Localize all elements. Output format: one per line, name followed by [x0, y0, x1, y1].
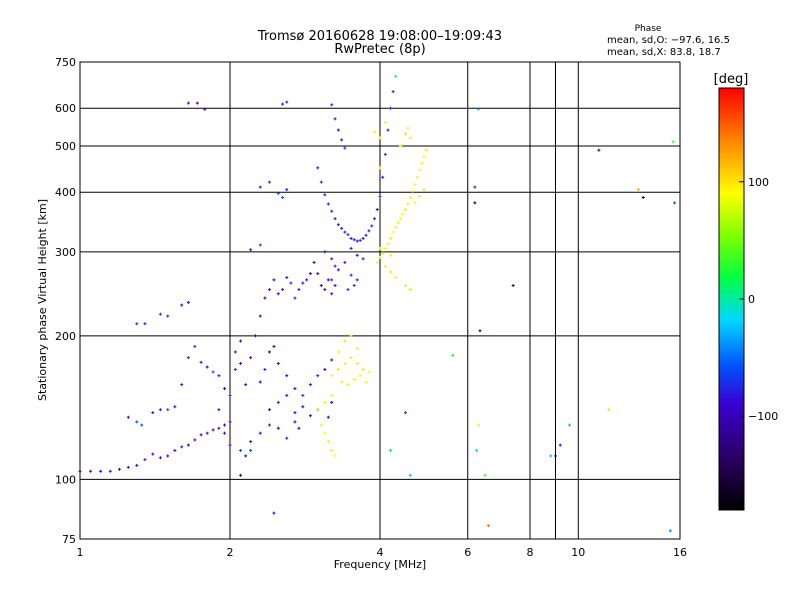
- chart-subtitle: RwPretec (8p): [334, 42, 425, 57]
- phase-stats-heading: Phase: [635, 24, 662, 34]
- y-tick-label: 75: [62, 533, 76, 546]
- x-tick-label: 4: [377, 546, 384, 559]
- y-axis-label: Stationary phase Virtual Height [km]: [36, 199, 49, 401]
- y-tick-label: 300: [55, 246, 76, 259]
- grid-layer: [80, 62, 680, 539]
- phase-stats-o: mean, sd,O: −97.6, 16.5: [607, 35, 730, 46]
- x-tick-label: 2: [227, 546, 234, 559]
- y-tick-label: 500: [55, 140, 76, 153]
- chart-title: Tromsø 20160628 19:08:00–19:09:43: [257, 29, 502, 44]
- colorbar-tick-label: 0: [748, 293, 755, 306]
- colorbar-tick-label: 100: [748, 176, 769, 189]
- y-tick-label: 100: [55, 473, 76, 486]
- axis-ticks: 1 2 4 6 8 10 16 75 100 200 300 400 500 600 750: [55, 56, 687, 559]
- colorbar-label: [deg]: [714, 72, 749, 87]
- points-layer: [78, 74, 677, 533]
- y-tick-label: 200: [55, 330, 76, 343]
- y-tick-label: 750: [55, 56, 76, 69]
- x-tick-label: 16: [673, 546, 687, 559]
- x-axis-label: Frequency [MHz]: [334, 558, 426, 571]
- plot-frame: [79, 61, 681, 540]
- x-tick-label: 6: [464, 546, 471, 559]
- x-tick-label: 10: [571, 546, 585, 559]
- phase-stats-x: mean, sd,X: 83.8, 18.7: [607, 47, 721, 58]
- x-tick-label: 8: [527, 546, 534, 559]
- y-tick-label: 400: [55, 186, 76, 199]
- colorbar-ticks: 100 0 −100: [739, 176, 778, 423]
- x-tick-label: 1: [77, 546, 84, 559]
- y-tick-label: 600: [55, 102, 76, 115]
- colorbar-tick-label: −100: [748, 410, 778, 423]
